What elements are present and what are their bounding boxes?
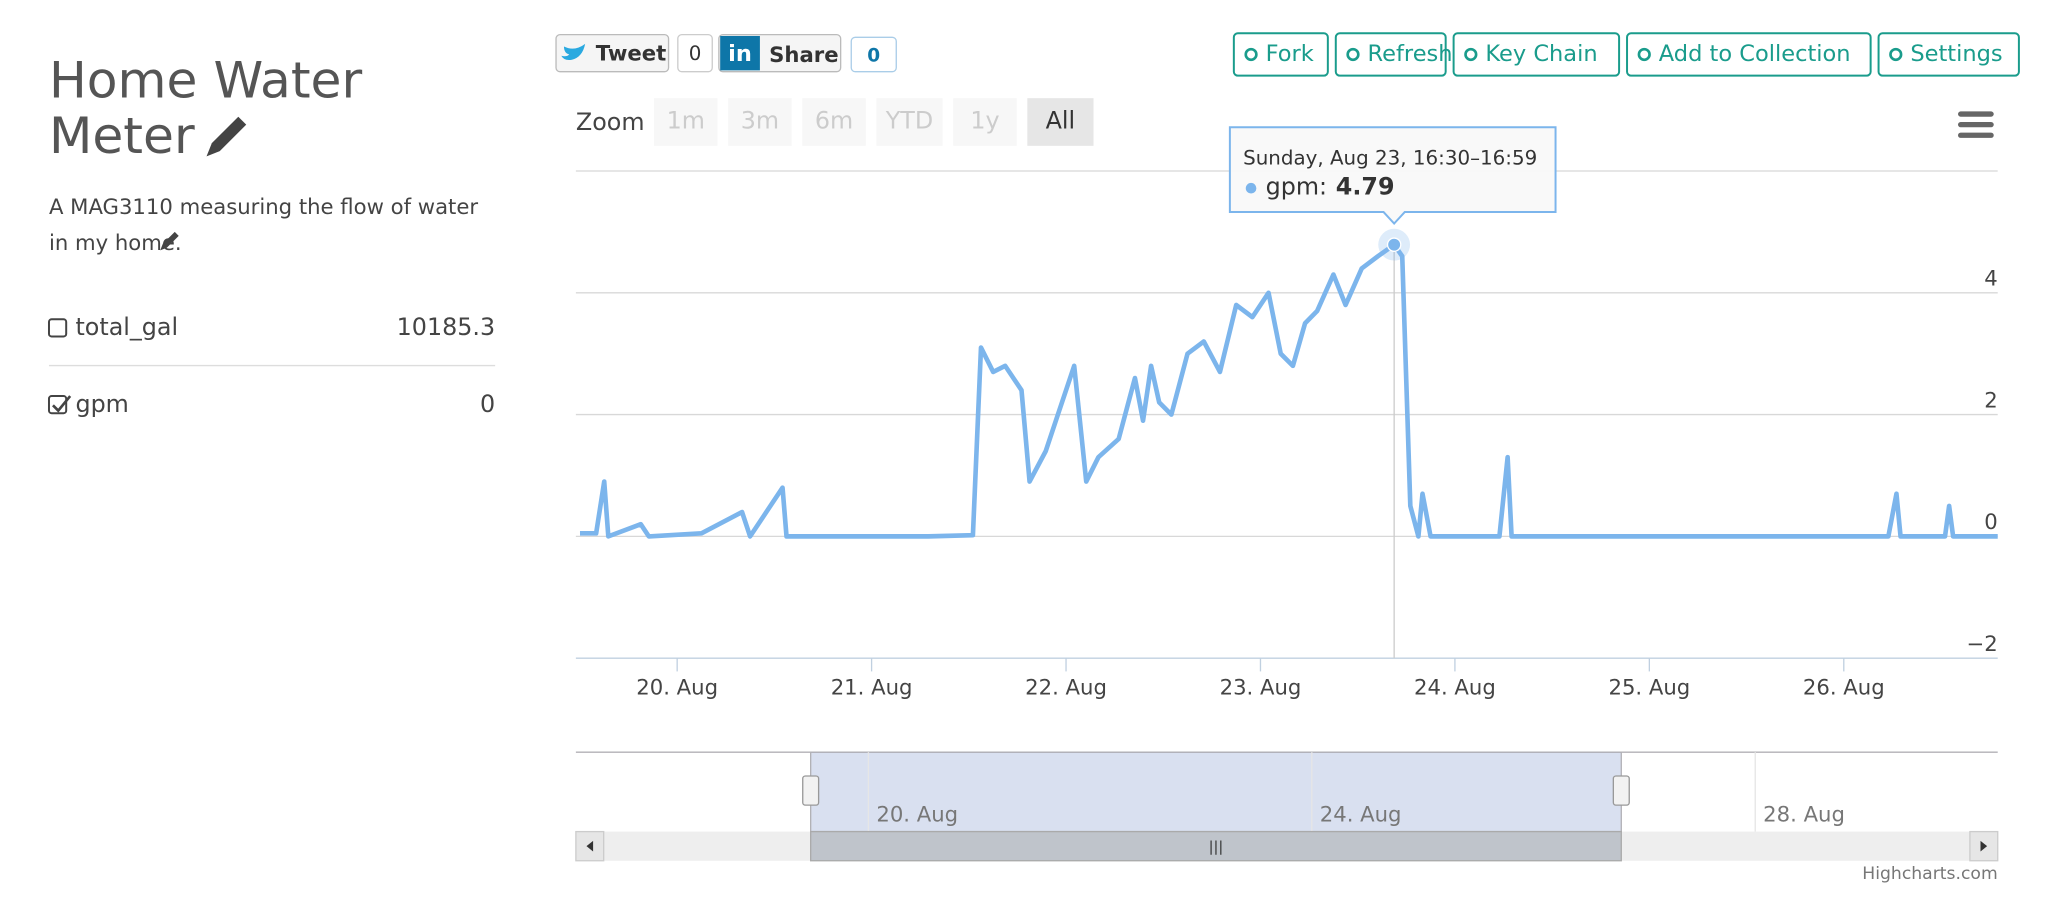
toolbar-button[interactable] [1877,32,2020,77]
button-icon [1244,47,1258,62]
scrollbar-grip: ||| [1209,838,1224,855]
field-name: gpm [75,390,128,418]
y-tick-label: 0 [1984,509,1997,534]
description-line: A MAG3110 measuring the flow of water [49,194,478,219]
zoom-button-label: 6m [815,107,853,135]
x-tick-label: 25. Aug [1608,675,1690,700]
tooltip-box [1228,126,1557,225]
button-icon [1889,47,1903,62]
button-icon [1346,47,1360,62]
toolbar-button[interactable] [1452,32,1621,77]
toolbar-button[interactable] [1626,32,1872,77]
zoom-button [802,98,866,146]
title: Home Water Meter [49,50,363,165]
tooltip-dot [1245,182,1257,194]
x-tick-label: 22. Aug [1025,675,1107,700]
navigator-handle[interactable] [1612,775,1630,806]
toolbar-button[interactable] [1232,32,1329,77]
tooltip-value: 4.79 [1336,173,1395,201]
field-value: 0 [480,390,495,418]
zoom-button-label: YTD [885,107,933,135]
zoom-button-label[interactable]: All [1046,107,1076,135]
x-tick-label: 21. Aug [831,675,913,700]
zoom-label: Zoom [576,108,645,136]
x-tick-label: 20. Aug [636,675,718,700]
edit-icon [160,231,179,251]
tweet-button[interactable] [555,33,670,73]
zoom-button-label: 3m [741,107,779,135]
zoom-button [876,98,943,146]
navigator-label: 24. Aug [1320,802,1402,827]
button-icon [1637,47,1651,62]
x-tick-label: 23. Aug [1220,675,1302,700]
toolbar-button[interactable] [1334,32,1447,77]
zoom-button-label: 1m [667,107,705,135]
y-tick-label: 2 [1984,387,1997,412]
description-line: in my home. [49,230,182,255]
zoom-button-label: 1y [970,107,999,135]
title-line: Meter [49,106,195,165]
checkbox[interactable] [47,395,68,415]
field-value: 10185.3 [397,313,495,341]
button-label[interactable]: Add to Collection [1659,41,1851,67]
linkedin-logo: in [728,41,752,67]
tweet-count-box [677,33,713,73]
menu-icon[interactable] [1958,111,1994,138]
arrow-right [1980,840,1988,852]
scroll-left[interactable] [575,830,605,862]
x-tick-label: 24. Aug [1414,675,1496,700]
button-label[interactable]: Settings [1910,41,2002,67]
navigator-label: 20. Aug [876,802,958,827]
share-count-box [850,36,897,73]
navigator-handle[interactable] [802,775,820,806]
description: A MAG3110 measuring the flow of water in … [49,194,478,255]
share-label[interactable]: Share [769,42,838,67]
button-icon [1464,47,1478,62]
check-mark [52,395,72,413]
edit-icon [206,116,247,157]
navigator-label: 28. Aug [1763,802,1845,827]
credits[interactable]: Highcharts.com [1862,864,1997,884]
zoom-button [653,98,718,146]
linkedin-icon [720,35,760,71]
button-label[interactable]: Refresh [1368,41,1453,67]
zoom-button [953,98,1017,146]
title-line: Home Water [49,50,363,109]
arrow-left [586,840,594,852]
tooltip-label: gpm: [1266,173,1327,201]
tweet-count: 0 [689,42,702,65]
share-count: 0 [867,45,880,66]
zoom-button [728,98,792,146]
tooltip-header: Sunday, Aug 23, 16:30–16:59 [1243,147,1537,170]
button-label[interactable]: Key Chain [1485,41,1597,67]
navigator-selection [810,751,1622,833]
twitter-icon [561,43,586,61]
x-tick-label: 26. Aug [1803,675,1885,700]
scrollbar-thumb[interactable] [810,830,1622,862]
zoom-button[interactable] [1027,98,1094,146]
tweet-label[interactable]: Tweet [596,40,667,65]
hover-point [1386,237,1402,252]
y-tick-label: −2 [1967,631,1998,656]
checkbox[interactable] [47,318,68,338]
y-tick-label: 4 [1984,266,1997,291]
field-name: total_gal [75,313,178,341]
button-label[interactable]: Fork [1266,41,1314,67]
data-line [579,242,1998,539]
